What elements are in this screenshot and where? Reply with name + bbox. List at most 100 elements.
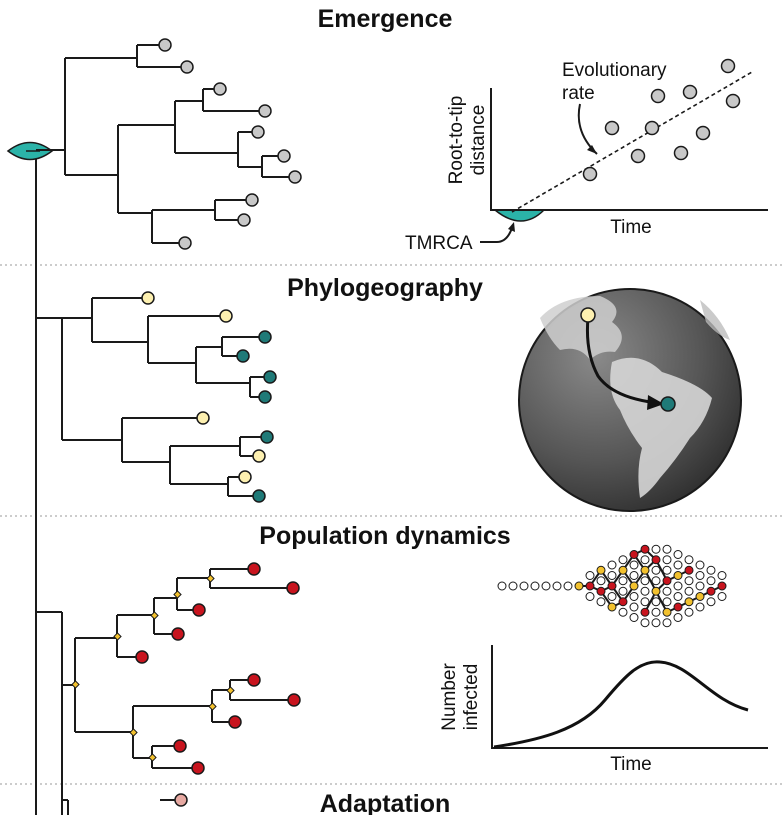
network-node [607, 602, 617, 612]
network-node [673, 613, 683, 622]
tip [180, 60, 194, 74]
network-node [662, 576, 672, 586]
network-node [651, 544, 661, 554]
network-node [640, 565, 650, 575]
network-node [706, 586, 716, 596]
destination-location-marker [660, 396, 676, 412]
emergence-tree [36, 44, 295, 244]
network-node [673, 550, 683, 559]
epidemic-curve-plot [491, 645, 768, 749]
network-node [618, 586, 628, 596]
time-axis-label-2: Time [610, 754, 652, 775]
network-node [706, 597, 716, 607]
network-node [618, 565, 628, 575]
network-node [717, 581, 727, 591]
network-node [497, 581, 507, 591]
network-node [673, 592, 683, 601]
network-node [695, 581, 705, 591]
root-to-tip-plot [480, 58, 768, 243]
network-node [651, 576, 661, 586]
network-node [706, 576, 716, 586]
network-node [651, 607, 661, 617]
network-node [651, 618, 661, 628]
adaptation-tip [174, 793, 188, 807]
network-node [673, 571, 683, 580]
network-node [717, 592, 727, 601]
epidemic-curve [493, 660, 749, 749]
network-node [651, 555, 661, 565]
network-node [662, 555, 672, 565]
network-node [684, 576, 694, 586]
network-node [629, 571, 639, 580]
tip [213, 82, 227, 96]
tip [158, 38, 172, 52]
emergence-tips [158, 38, 302, 250]
network-node [651, 586, 661, 596]
network-node [684, 597, 694, 607]
tip [288, 170, 302, 184]
network-node [519, 581, 529, 591]
network-node [651, 597, 661, 607]
tip [277, 149, 291, 163]
scatter-points [582, 58, 741, 182]
network-node [629, 550, 639, 559]
network-node [585, 571, 595, 580]
network-node [662, 607, 672, 617]
network-node [673, 581, 683, 591]
network-node [695, 592, 705, 601]
evolutionary-rate-label-1: Evolutionary [562, 60, 667, 81]
transmission-network [497, 544, 727, 628]
population-dynamics-tips [135, 562, 301, 775]
network-node [530, 581, 540, 591]
number-infected-label-2: infected [461, 664, 482, 731]
tip [178, 236, 192, 250]
adaptation-tree [160, 793, 188, 807]
phylogeography-tree [61, 297, 270, 497]
network-node [684, 565, 694, 575]
tip [237, 213, 251, 227]
network-node [662, 544, 672, 554]
backbone-tree [35, 150, 75, 815]
network-node [596, 576, 606, 586]
network-node [607, 560, 617, 570]
network-node [695, 571, 705, 580]
population-dynamics-tree [74, 568, 294, 769]
network-node [629, 560, 639, 570]
network-node [629, 581, 639, 591]
network-node [596, 565, 606, 575]
y-axis-label-1: Root-to-tip [446, 96, 467, 185]
tmrca-label: TMRCA [405, 233, 473, 254]
network-node [640, 607, 650, 617]
network-node [618, 576, 628, 586]
network-node [684, 607, 694, 617]
network-node [684, 586, 694, 596]
network-node [695, 602, 705, 612]
tip [258, 104, 272, 118]
network-node [618, 555, 628, 565]
network-node [629, 602, 639, 612]
y-axis-label-2: distance [468, 105, 489, 176]
network-node [596, 586, 606, 596]
network-node [673, 560, 683, 570]
network-node [640, 597, 650, 607]
network-node [618, 597, 628, 607]
network-node [673, 602, 683, 612]
network-node [629, 592, 639, 601]
section-title-adaptation: Adaptation [320, 790, 451, 815]
network-node [640, 586, 650, 596]
network-node [552, 581, 562, 591]
evolutionary-rate-label-2: rate [562, 83, 595, 104]
section-title-emergence: Emergence [318, 5, 453, 33]
network-node [695, 560, 705, 570]
network-node [629, 613, 639, 622]
network-node [684, 555, 694, 565]
network-node [596, 597, 606, 607]
network-node [662, 565, 672, 575]
section-title-phylogeography: Phylogeography [287, 274, 483, 302]
network-node [563, 581, 573, 591]
tmrca-density-icon [492, 209, 546, 222]
network-node [541, 581, 551, 591]
internal-nodes [71, 574, 235, 762]
network-node [585, 592, 595, 601]
